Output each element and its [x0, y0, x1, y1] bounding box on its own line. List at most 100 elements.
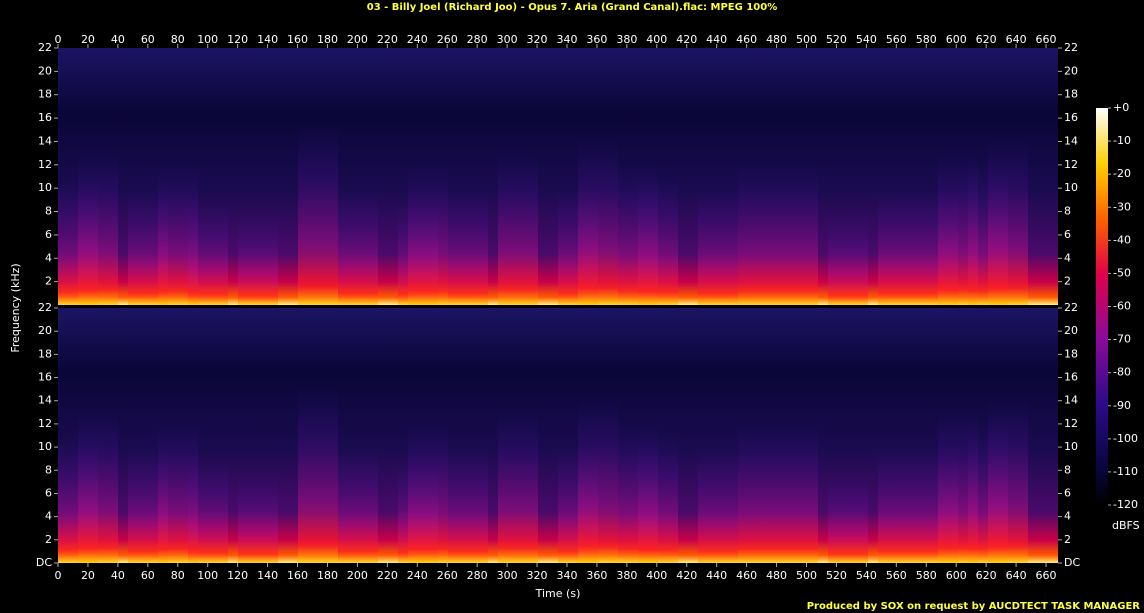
colorbar-tick-label: -100: [1113, 432, 1138, 445]
colorbar-tick-label: -80: [1113, 366, 1131, 379]
y-tick-label: 6: [1064, 486, 1071, 499]
x-tick-label: 380: [616, 569, 637, 582]
y-tick-label: 14: [38, 134, 52, 147]
x-tick-label: 520: [826, 569, 847, 582]
spectral-burst: [188, 202, 228, 305]
x-tick-label: 560: [886, 33, 907, 46]
x-tick-label: 640: [1006, 569, 1027, 582]
colorbar-tick-label: -60: [1113, 300, 1131, 313]
x-tick-label: 480: [766, 569, 787, 582]
spectral-burst: [188, 461, 228, 563]
y-tick-label: 14: [1064, 134, 1078, 147]
spectral-burst: [78, 410, 118, 563]
x-tick-label: 80: [171, 33, 185, 46]
y-tick-label: 8: [1064, 463, 1071, 476]
y-tick-label: 20: [38, 64, 52, 77]
footer: Produced by SOX on request by AUCDTECT T…: [807, 601, 1141, 612]
spectral-burst: [578, 137, 618, 305]
x-tick-label: 320: [527, 569, 548, 582]
y-tick-label: 22: [1064, 301, 1078, 314]
x-tick-label: 440: [706, 33, 727, 46]
x-tick-label: 660: [1036, 569, 1057, 582]
y-tick-label: 20: [1064, 324, 1078, 337]
y-tick-label: 18: [1064, 347, 1078, 360]
colorbar-tick-label: -90: [1113, 399, 1131, 412]
colorbar-tick-label: -50: [1113, 266, 1131, 279]
x-tick-label: 20: [81, 569, 95, 582]
y-tick-label: 4: [1064, 251, 1071, 264]
spectral-burst: [498, 150, 538, 305]
y-tick-label: 16: [38, 371, 52, 384]
y-tick-label: 14: [1064, 394, 1078, 407]
channel-1: [58, 308, 1058, 563]
x-tick-label: 620: [976, 33, 997, 46]
colorbar: [1096, 108, 1108, 505]
y-tick-label: 14: [38, 394, 52, 407]
spectral-burst: [448, 189, 488, 305]
y-tick-label: 10: [1064, 440, 1078, 453]
x-axis-label: Time (s): [535, 587, 581, 600]
x-tick-label: 280: [467, 33, 488, 46]
y-tick-label: 22: [38, 41, 52, 54]
spectral-burst: [638, 435, 678, 563]
spectral-burst: [448, 448, 488, 563]
x-tick-label: 300: [497, 33, 518, 46]
spectral-burst: [408, 422, 448, 563]
colorbar-tick-label: +0: [1113, 101, 1129, 114]
y-tick-label: 4: [1064, 510, 1071, 523]
y-tick-label: 6: [45, 228, 52, 241]
x-tick-label: 460: [736, 569, 757, 582]
x-tick-label: 220: [377, 569, 398, 582]
spectral-burst: [638, 176, 678, 305]
y-tick-label: 4: [45, 510, 52, 523]
y-tick-label: 2: [45, 275, 52, 288]
y-tick-label: 18: [38, 347, 52, 360]
spectral-burst: [738, 422, 778, 563]
y-tick-label: 12: [1064, 158, 1078, 171]
colorbar-tick-label: -70: [1113, 333, 1131, 346]
y-tick-label: 20: [38, 324, 52, 337]
x-tick-label: 60: [141, 569, 155, 582]
x-tick-label: 140: [257, 569, 278, 582]
channel-0: [58, 48, 1058, 305]
y-tick-label: 8: [45, 205, 52, 218]
y-tick-label: 22: [1064, 41, 1078, 54]
x-tick-label: 120: [227, 33, 248, 46]
x-tick-label: 420: [676, 33, 697, 46]
x-tick-label: 560: [886, 569, 907, 582]
x-tick-label: 180: [317, 569, 338, 582]
colorbar-tick-label: -120: [1113, 498, 1138, 511]
y-tick-label: 18: [38, 88, 52, 101]
x-tick-label: 640: [1006, 33, 1027, 46]
x-tick-label: 580: [916, 569, 937, 582]
colorbar-tick-label: -40: [1113, 233, 1131, 246]
spectral-burst: [578, 397, 618, 563]
y-tick-label: DC: [1064, 556, 1080, 569]
y-tick-label: 10: [38, 440, 52, 453]
x-tick-label: 420: [676, 569, 697, 582]
spectral-burst: [988, 397, 1028, 563]
colorbar-tick-label: -30: [1113, 200, 1131, 213]
y-tick-label: 6: [1064, 228, 1071, 241]
x-tick-label: 460: [736, 33, 757, 46]
y-tick-label: 12: [1064, 417, 1078, 430]
x-tick-label: 120: [227, 569, 248, 582]
x-tick-label: 540: [856, 33, 877, 46]
y-tick-label: 6: [45, 486, 52, 499]
spectral-burst: [298, 384, 338, 563]
x-tick-label: 40: [111, 33, 125, 46]
colorbar-tick-label: -20: [1113, 167, 1131, 180]
x-tick-label: 260: [437, 569, 458, 582]
colorbar-tick-label: -110: [1113, 465, 1138, 478]
x-tick-label: 200: [347, 33, 368, 46]
x-tick-label: 100: [197, 569, 218, 582]
x-tick-label: 500: [796, 569, 817, 582]
x-tick-label: 340: [556, 569, 577, 582]
x-tick-label: 0: [55, 33, 62, 46]
y-tick-label: 16: [38, 111, 52, 124]
x-tick-label: 260: [437, 33, 458, 46]
x-tick-label: 220: [377, 33, 398, 46]
y-tick-label: 22: [38, 301, 52, 314]
x-tick-label: 80: [171, 569, 185, 582]
colorbar-label: dBFS: [1112, 519, 1140, 532]
